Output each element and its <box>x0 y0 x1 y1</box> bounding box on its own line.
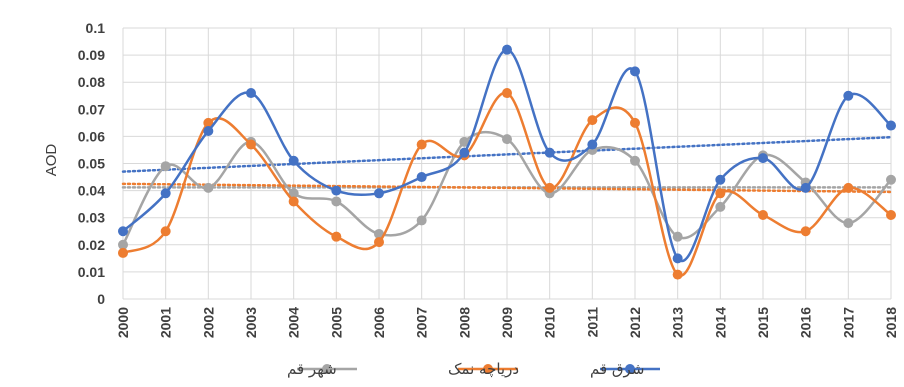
data-point <box>288 155 299 166</box>
data-point <box>715 201 726 212</box>
data-point <box>160 161 171 172</box>
data-point <box>886 120 896 131</box>
data-point <box>459 147 470 158</box>
y-tick-label: 0.08 <box>78 74 105 90</box>
y-tick-label: 0.1 <box>86 20 106 36</box>
series-lines <box>118 44 896 280</box>
data-point <box>544 182 555 193</box>
x-tick-label: 2001 <box>158 307 174 338</box>
x-tick-label: 2012 <box>627 307 643 338</box>
x-tick-label: 2004 <box>286 307 302 338</box>
data-point <box>843 90 854 101</box>
y-tick-label: 0.05 <box>78 156 105 172</box>
data-point <box>416 139 427 150</box>
legend-swatch-marker <box>625 364 635 374</box>
data-point <box>118 239 128 250</box>
data-point <box>331 185 342 196</box>
x-tick-label: 2006 <box>371 307 387 338</box>
data-point <box>630 66 640 77</box>
x-tick-label: 2002 <box>200 307 216 338</box>
x-tick-label: 2014 <box>712 307 728 338</box>
y-tick-label: 0.03 <box>78 210 105 226</box>
data-point <box>843 218 854 229</box>
x-tick-label: 2011 <box>584 307 600 338</box>
legend-swatch-marker <box>483 364 493 374</box>
data-point <box>587 139 598 150</box>
gridlines <box>122 27 892 300</box>
data-point <box>203 125 214 136</box>
data-point <box>160 188 171 199</box>
data-point <box>118 247 128 258</box>
legend-swatch-marker <box>322 364 332 374</box>
y-tick-label: 0.01 <box>78 264 105 280</box>
trendlines <box>121 135 893 194</box>
data-point <box>160 226 171 237</box>
data-point <box>587 115 598 126</box>
data-point <box>758 209 768 220</box>
x-tick-label: 2008 <box>456 307 472 338</box>
data-point <box>843 182 854 193</box>
data-point <box>800 226 811 237</box>
data-point <box>246 139 256 150</box>
data-point <box>502 44 512 55</box>
data-point <box>886 209 896 220</box>
data-point <box>374 237 384 248</box>
y-tick-label: 0.07 <box>78 101 105 117</box>
x-tick-label: 2005 <box>328 307 344 338</box>
x-tick-label: 2009 <box>499 307 515 338</box>
y-tick-label: 0.09 <box>78 47 105 63</box>
data-point <box>374 228 384 239</box>
legend-label: دریاچه نمک <box>448 360 519 378</box>
x-tick-label: 2017 <box>840 307 856 338</box>
x-tick-label: 2010 <box>542 307 558 338</box>
data-point <box>630 117 640 128</box>
data-point <box>630 155 640 166</box>
x-tick-label: 2003 <box>243 307 259 338</box>
data-point <box>672 253 683 264</box>
y-tick-label: 0 <box>97 291 105 307</box>
y-axis-title: AOD <box>43 144 60 177</box>
x-tick-label: 2015 <box>755 307 771 338</box>
x-tick-label: 2016 <box>798 307 814 338</box>
y-tick-label: 0.04 <box>78 183 105 199</box>
data-point <box>886 174 896 185</box>
legend-label: شهر قم <box>287 360 337 378</box>
legend-label: شرق قم <box>590 360 644 378</box>
x-tick-label: 2000 <box>115 307 131 338</box>
data-point <box>246 88 256 99</box>
data-point <box>288 188 299 199</box>
data-point <box>416 215 427 226</box>
legend: شرق قم دریاچه نمک شهر قم <box>287 360 660 378</box>
data-point <box>203 182 214 193</box>
data-point <box>715 188 726 199</box>
y-tick-label: 0.02 <box>78 237 105 253</box>
data-point <box>459 136 470 147</box>
data-point <box>331 196 342 207</box>
axes: 0 0.01 0.02 0.03 0.04 0.05 0.06 0.07 0.08 0.09 0.1… <box>78 20 899 338</box>
data-point <box>502 88 512 99</box>
data-point <box>672 231 683 242</box>
data-point <box>118 226 128 237</box>
trendline <box>121 135 893 173</box>
x-tick-label: 2013 <box>670 307 686 338</box>
data-point <box>715 174 726 185</box>
data-point <box>288 196 299 207</box>
data-point <box>800 182 811 193</box>
x-tick-label: 2007 <box>414 307 430 338</box>
data-point <box>416 172 427 183</box>
data-point <box>331 231 342 242</box>
data-point <box>374 188 384 199</box>
data-point <box>502 134 512 145</box>
data-point <box>203 117 214 128</box>
trendline <box>121 182 893 194</box>
data-point <box>672 269 683 280</box>
data-point <box>544 147 555 158</box>
x-tick-label: 2018 <box>883 307 899 338</box>
data-point <box>758 153 768 164</box>
y-tick-label: 0.06 <box>78 128 105 144</box>
